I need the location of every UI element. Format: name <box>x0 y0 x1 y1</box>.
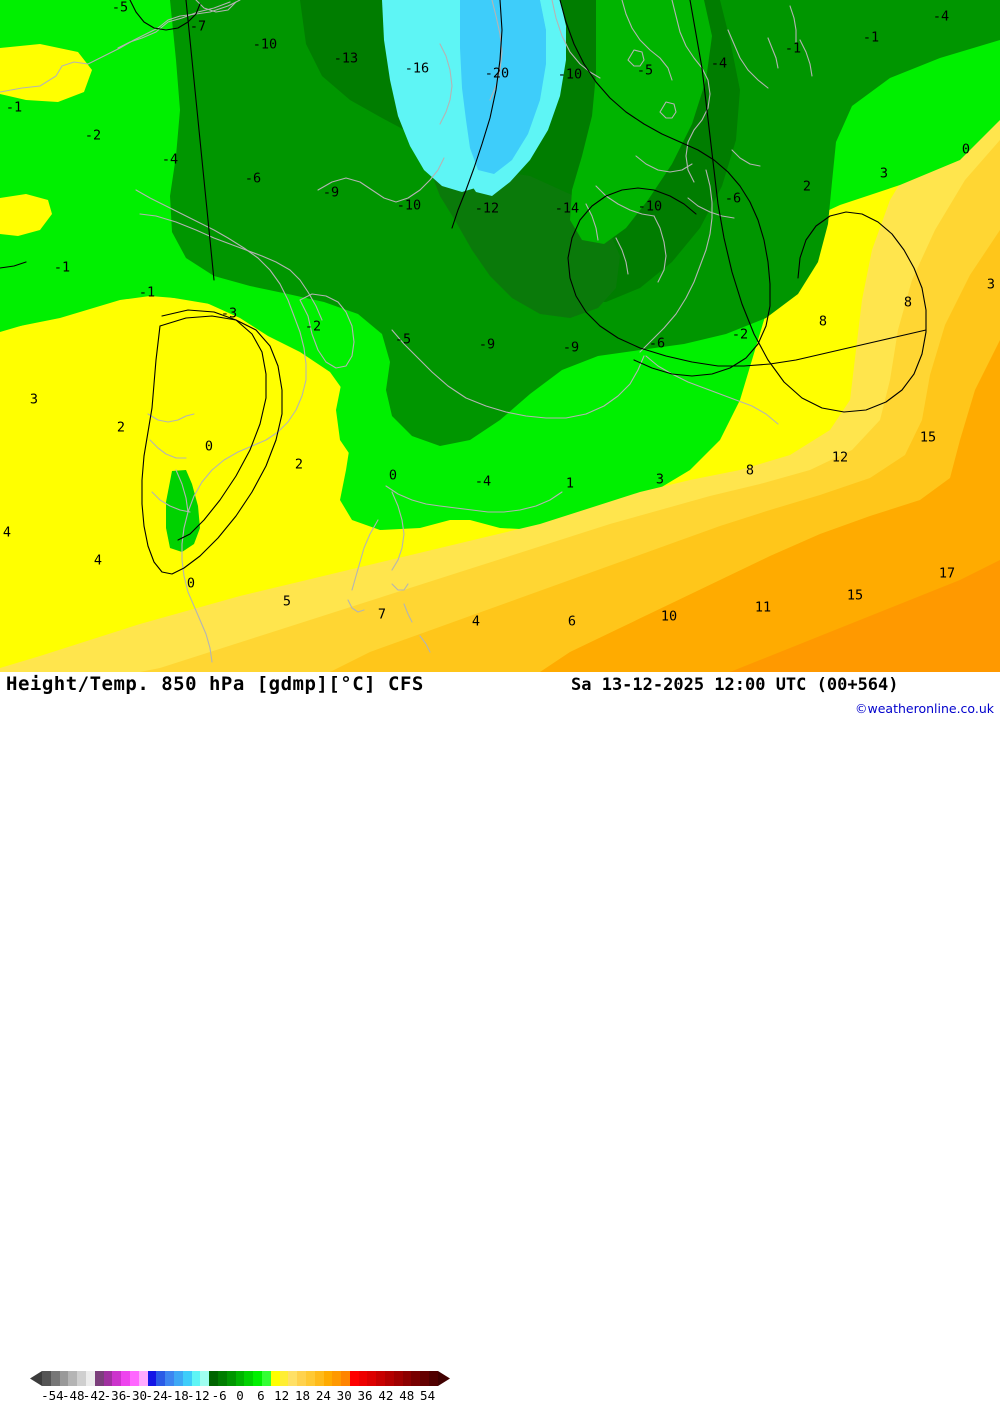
contour-line-right <box>689 0 927 413</box>
color-scale-tick-labels: -54 -48 -42 -36 -30 -24 -18 -12 -6 0 6 12 18 24 30 36 42… <box>30 1388 470 1404</box>
color-scale-tick: 6 <box>257 1388 265 1403</box>
color-scale-tick: 36 <box>357 1388 373 1403</box>
height-contours <box>0 0 927 575</box>
color-swatch <box>429 1371 438 1386</box>
color-scale-tick: -12 <box>187 1388 210 1403</box>
color-swatch <box>103 1371 113 1386</box>
color-scale-swatches <box>42 1371 438 1386</box>
color-swatch <box>402 1371 412 1386</box>
color-swatch <box>173 1371 183 1386</box>
color-swatch <box>68 1371 78 1386</box>
color-scale-tick: -30 <box>124 1388 148 1403</box>
color-swatch <box>261 1371 271 1386</box>
map-canvas <box>0 0 1000 672</box>
color-swatch <box>314 1371 324 1386</box>
color-scale-right-cap <box>438 1371 450 1386</box>
color-swatch <box>191 1371 201 1386</box>
color-scale-tick: 12 <box>274 1388 290 1403</box>
color-swatch <box>94 1371 104 1386</box>
band-orange-deep <box>730 560 1000 672</box>
map-title: Height/Temp. 850 hPa [gdmp][°C] CFS <box>6 673 424 695</box>
color-swatch <box>367 1371 377 1386</box>
color-swatch <box>279 1371 289 1386</box>
color-scale-tick: -6 <box>211 1388 227 1403</box>
color-scale-tick: -42 <box>82 1388 106 1403</box>
color-swatch <box>332 1371 342 1386</box>
contour-line-sw <box>185 0 215 281</box>
color-swatch <box>42 1371 51 1386</box>
color-swatch <box>147 1371 157 1386</box>
color-scale-tick: 54 <box>420 1388 436 1403</box>
color-swatch <box>341 1371 350 1386</box>
color-swatch <box>77 1371 86 1386</box>
color-swatch <box>156 1371 166 1386</box>
color-swatch <box>235 1371 245 1386</box>
color-swatch <box>165 1371 174 1386</box>
color-swatch <box>349 1371 359 1386</box>
coastlines <box>0 0 813 663</box>
color-scale-tick: 42 <box>378 1388 394 1403</box>
color-swatch <box>376 1371 386 1386</box>
color-scale-tick: 30 <box>336 1388 352 1403</box>
color-scale-tick: -54 <box>41 1388 64 1403</box>
color-swatch <box>226 1371 236 1386</box>
color-swatch <box>297 1371 306 1386</box>
color-swatch <box>209 1371 218 1386</box>
color-swatch <box>200 1371 210 1386</box>
temperature-bands <box>0 0 1000 672</box>
color-swatch <box>50 1371 60 1386</box>
pocket-yellow-w <box>0 194 52 236</box>
color-swatch <box>85 1371 95 1386</box>
color-swatch <box>305 1371 315 1386</box>
color-swatch <box>112 1371 122 1386</box>
color-scale-tick: -18 <box>166 1388 189 1403</box>
contour-line-north <box>451 0 503 229</box>
color-swatch <box>393 1371 403 1386</box>
color-swatch <box>129 1371 139 1386</box>
color-swatch <box>411 1371 421 1386</box>
color-scale-tick: -36 <box>103 1388 127 1403</box>
contour-line-center <box>567 187 927 367</box>
color-swatch <box>253 1371 262 1386</box>
color-swatch <box>217 1371 227 1386</box>
color-swatch <box>288 1371 298 1386</box>
contour-line-low-ellipse <box>141 315 283 575</box>
color-swatch <box>323 1371 333 1386</box>
color-swatch <box>385 1371 394 1386</box>
band-cyan <box>460 0 546 174</box>
color-swatch <box>244 1371 254 1386</box>
color-swatch <box>121 1371 130 1386</box>
color-scale-tick: 24 <box>315 1388 331 1403</box>
color-scale-tick: 18 <box>294 1388 311 1403</box>
model-run-info: Sa 13-12-2025 12:00 UTC (00+564) <box>571 675 899 695</box>
color-scale-tick: 48 <box>399 1388 415 1403</box>
color-swatch <box>358 1371 368 1386</box>
color-scale-tick: -48 <box>61 1388 85 1403</box>
color-scale-left-cap <box>30 1371 42 1386</box>
copyright-notice: ©weatheronline.co.uk <box>855 701 994 716</box>
contour-line-ne <box>559 0 771 377</box>
color-swatch <box>59 1371 69 1386</box>
color-swatch <box>270 1371 280 1386</box>
color-swatch <box>420 1371 430 1386</box>
color-scale-tick: 0 <box>236 1388 244 1403</box>
pocket-yellow-nw <box>0 44 92 102</box>
contour-line-west-edge <box>0 261 27 269</box>
contour-line-nw <box>129 0 201 31</box>
map-footer: Height/Temp. 850 hPa [gdmp][°C] CFS Sa 1… <box>0 672 1000 1403</box>
color-swatch <box>182 1371 192 1386</box>
band-orange <box>540 340 1000 672</box>
temperature-map[interactable]: -5 -7 -10 -13 -16 -20 -10 -5 -4 -1 -1 -4 -1 -2 -4 -6 -9-… <box>0 0 1000 672</box>
color-scale-tick: -24 <box>145 1388 168 1403</box>
contour-line-low-inner <box>161 309 267 541</box>
color-scale-bar[interactable] <box>30 1371 450 1386</box>
color-swatch <box>138 1371 148 1386</box>
